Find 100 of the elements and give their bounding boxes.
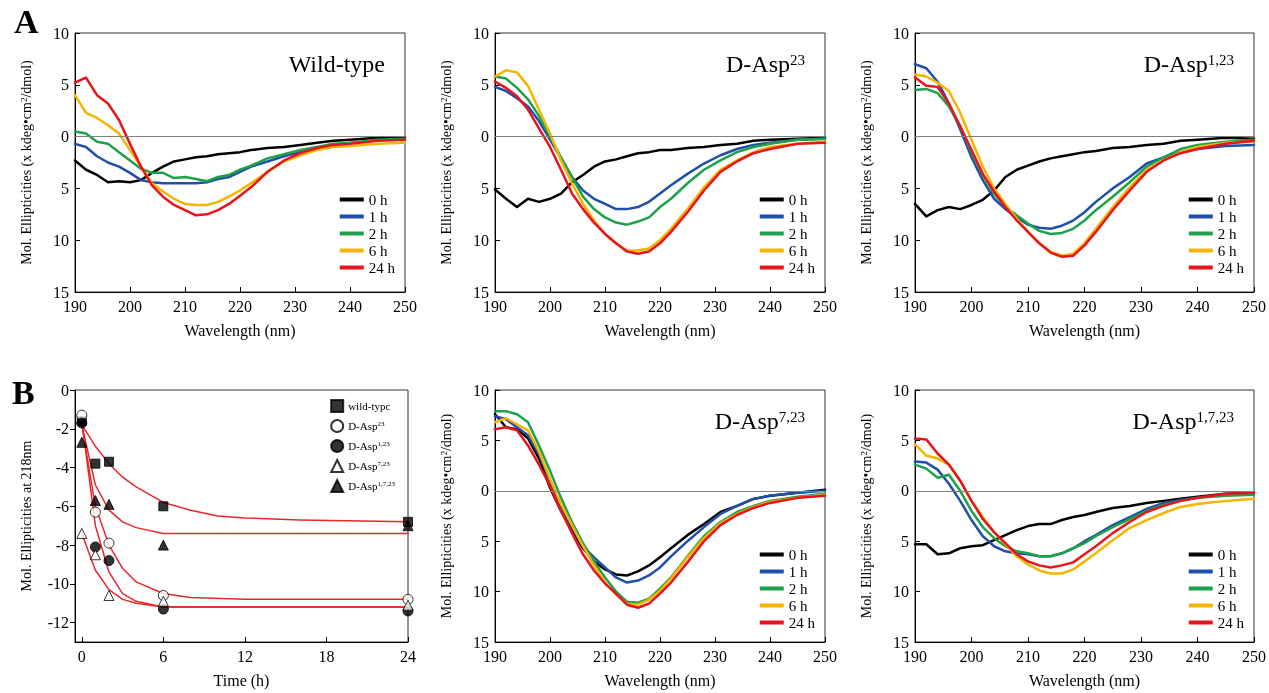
y-tick-label: -6 (55, 497, 69, 515)
x-tick-label: 220 (228, 297, 252, 315)
x-tick-label: 230 (703, 647, 727, 665)
y-tick-label: 5 (901, 431, 909, 449)
legend-label: 6 h (1217, 597, 1237, 614)
x-tick-label: 230 (1129, 297, 1153, 315)
x-tick-label: 240 (1185, 297, 1210, 315)
x-tick-label: 24 (400, 647, 416, 665)
legend-label: 6 h (788, 242, 808, 259)
x-tick-label: 12 (236, 647, 253, 665)
x-axis-title: Wavelength (nm) (604, 671, 716, 690)
legend-label: 0 h (1217, 191, 1237, 208)
y-tick-label: 0 (901, 128, 909, 146)
x-tick-label: 220 (648, 297, 672, 315)
x-tick-label: 200 (959, 647, 984, 665)
y-axis-title: Mol. Ellipticities (x kdeg•cm2/dmol) (18, 59, 35, 265)
legend-label: 1 h (788, 563, 808, 580)
legend-label: 1 h (1217, 563, 1237, 580)
x-tick-label: 250 (1242, 647, 1266, 665)
legend-label: 2 h (788, 225, 808, 242)
x-tick-label: 210 (593, 647, 617, 665)
x-tick-label: 220 (1072, 647, 1097, 665)
x-tick-label: 200 (959, 297, 984, 315)
x-tick-label: 200 (118, 297, 142, 315)
y-tick-label: 5 (481, 76, 489, 94)
y-tick-label: 5 (901, 76, 909, 94)
y-tick-label: -2 (55, 420, 69, 438)
y-tick-label: 10 (53, 231, 69, 249)
legend-label: 24 h (788, 259, 816, 276)
x-axis-title: Wavelength (nm) (1028, 671, 1141, 690)
y-tick-label: -4 (55, 459, 69, 477)
legend-label: 0 h (788, 546, 808, 563)
x-axis-title: Time (h) (213, 671, 270, 690)
y-tick-label: 10 (473, 381, 489, 399)
y-axis-title: Mol. Ellipticities at 218nm (18, 440, 34, 592)
x-tick-label: 0 (77, 647, 86, 665)
y-tick-label: 5 (481, 532, 489, 550)
legend-label: 24 h (368, 259, 396, 276)
legend-label: 24 h (1217, 259, 1245, 276)
y-tick-label: 10 (893, 24, 909, 42)
y-tick-label: 10 (473, 24, 489, 42)
x-tick-label: 6 (159, 647, 168, 665)
text: A (14, 2, 39, 40)
x-tick-label: 250 (813, 647, 837, 665)
legend-label: 0 h (788, 191, 808, 208)
y-tick-label: 0 (61, 128, 69, 146)
y-axis-title: Mol. Ellipticities (x kdeg•cm2/dmol) (858, 413, 875, 619)
y-tick-label: 10 (893, 231, 909, 249)
y-tick-label: 5 (901, 532, 909, 550)
y-axis-title: Mol. Ellipticities (x kdeg•cm2/dmol) (438, 413, 455, 619)
y-tick-label: 10 (53, 24, 69, 42)
x-tick-label: 210 (1016, 297, 1040, 315)
x-tick-label: 18 (318, 647, 335, 665)
text: B (12, 373, 35, 411)
x-tick-label: 250 (393, 297, 417, 315)
legend-label: 1 h (368, 208, 388, 225)
legend-label: 24 h (788, 614, 816, 631)
y-axis-title: Mol. Ellipticities (x kdeg•cm2/dmol) (858, 59, 875, 265)
x-tick-label: 220 (648, 647, 672, 665)
legend-label: 1 h (1217, 208, 1237, 225)
legend-label: 24 h (1217, 614, 1245, 631)
y-tick-label: 10 (473, 583, 489, 601)
x-tick-label: 210 (1016, 647, 1040, 665)
x-tick-label: 210 (173, 297, 197, 315)
x-tick-label: 220 (1072, 297, 1097, 315)
legend-label: wild-typc (348, 400, 391, 412)
legend-label: 6 h (1217, 242, 1237, 259)
legend-label: 2 h (1217, 225, 1237, 242)
x-axis-title: Wavelength (nm) (1028, 321, 1141, 340)
y-tick-label: 5 (481, 179, 489, 197)
y-tick-label: -10 (47, 575, 69, 593)
x-tick-label: 200 (538, 297, 562, 315)
x-tick-label: 240 (1185, 647, 1210, 665)
y-tick-label: -12 (47, 614, 69, 632)
y-tick-label: 5 (61, 179, 69, 197)
y-tick-label: 0 (481, 482, 489, 500)
y-tick-label: 5 (481, 431, 489, 449)
x-tick-label: 250 (813, 297, 837, 315)
legend-label: 6 h (368, 242, 388, 259)
y-tick-label: 0 (481, 128, 489, 146)
y-tick-label: 5 (61, 76, 69, 94)
y-tick-label: 10 (893, 381, 909, 399)
legend-label: 2 h (1217, 580, 1237, 597)
legend-label: 2 h (368, 225, 388, 242)
x-tick-label: 240 (758, 647, 782, 665)
legend-label: 2 h (788, 580, 808, 597)
y-tick-label: 10 (473, 231, 489, 249)
y-axis-title: Mol. Ellipticities (x kdeg•cm2/dmol) (438, 59, 455, 265)
y-tick-label: 5 (901, 179, 909, 197)
y-tick-label: 0 (901, 482, 909, 500)
text: Wild-type (288, 51, 385, 77)
x-axis-title: Wavelength (nm) (184, 321, 296, 340)
legend-label: 0 h (1217, 546, 1237, 563)
x-tick-label: 250 (1242, 297, 1266, 315)
x-axis-title: Wavelength (nm) (604, 321, 716, 340)
x-tick-label: 200 (538, 647, 562, 665)
x-tick-label: 230 (703, 297, 727, 315)
x-tick-label: 240 (758, 297, 782, 315)
y-tick-label: 0 (61, 381, 69, 399)
y-tick-label: -8 (55, 536, 69, 554)
